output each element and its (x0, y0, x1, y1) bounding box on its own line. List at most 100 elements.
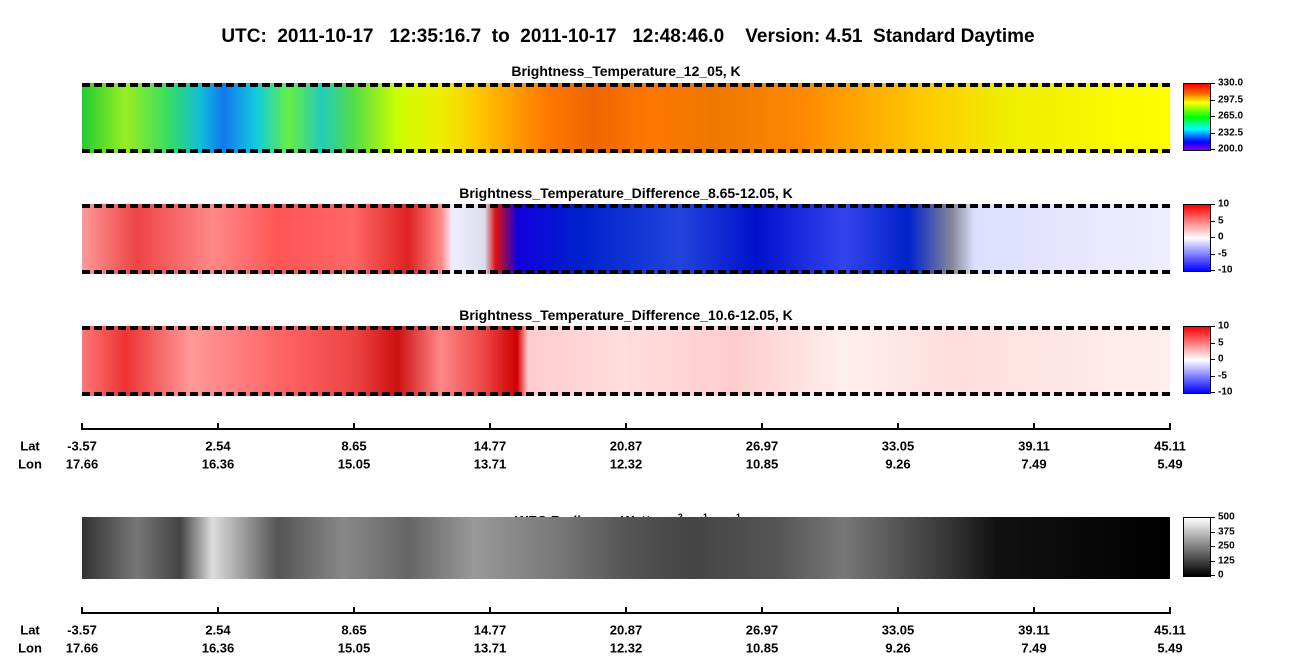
panel-title: Brightness_Temperature_Difference_8.65-1… (459, 185, 793, 201)
axis-tick (897, 423, 899, 430)
brightness-temperature-image (82, 83, 1170, 153)
lat-value: 8.65 (341, 622, 367, 638)
lon-value: 16.36 (201, 640, 235, 656)
lat-value: 2.54 (205, 438, 231, 454)
colorbar (1183, 204, 1211, 272)
lat-value: 39.11 (1018, 622, 1050, 638)
lon-value: 13.71 (473, 456, 507, 472)
lat-value: 14.77 (473, 622, 507, 638)
colorbar-label: 0 (1218, 231, 1224, 243)
lon-value: 9.26 (885, 456, 911, 472)
colorbar-tick (1210, 375, 1215, 377)
axis-tick (761, 423, 763, 430)
panel-title: Brightness_Temperature_Difference_10.6-1… (459, 307, 793, 323)
colorbar-label: 375 (1218, 526, 1235, 537)
lon-value: 12.32 (609, 640, 643, 656)
colorbar-tick (1210, 392, 1215, 393)
axis-tick (489, 607, 491, 614)
lat-value: 26.97 (745, 438, 779, 454)
colorbar-tick (1210, 270, 1215, 271)
axis-tick (81, 607, 83, 614)
colorbar-label: -10 (1218, 264, 1233, 276)
colorbar (1183, 83, 1211, 151)
axis-tick (1169, 607, 1171, 614)
colorbar-label: 232.5 (1218, 127, 1244, 138)
lon-value: 15.05 (337, 456, 371, 472)
colorbar-tick (1210, 517, 1215, 518)
colorbar-label: 125 (1218, 555, 1235, 566)
lat-value: -3.57 (67, 438, 97, 454)
colorbar-tick (1210, 204, 1215, 205)
colorbar-label: 265.0 (1218, 110, 1244, 122)
lat-value: 26.97 (745, 622, 779, 638)
colorbar-tick (1210, 326, 1215, 327)
axis-tick (353, 423, 355, 430)
colorbar-label: -5 (1218, 370, 1227, 381)
axis-tick (625, 423, 627, 430)
colorbar-label: 0 (1218, 569, 1224, 581)
lat-value: 8.65 (341, 438, 367, 454)
lat-value: 14.77 (473, 438, 507, 454)
panel-title: Brightness_Temperature_12_05, K (511, 63, 741, 79)
wfc-radiance-image (82, 517, 1170, 579)
axis-tick (217, 607, 219, 614)
colorbar-tick (1210, 253, 1215, 255)
lon-value: 17.66 (65, 456, 99, 472)
lon-value: 7.49 (1021, 456, 1047, 472)
colorbar-label: 0 (1218, 353, 1224, 365)
colorbar-tick (1210, 237, 1215, 238)
colorbar-tick (1210, 546, 1215, 547)
page-title: UTC: 2011-10-17 12:35:16.7 to 2011-10-17… (221, 26, 1035, 47)
colorbar-tick (1210, 116, 1215, 117)
colorbar-tick (1210, 359, 1215, 360)
axis-tick (761, 607, 763, 614)
lat-value: 45.11 (1154, 622, 1186, 638)
axis-tick (1169, 423, 1171, 430)
colorbar-tick (1210, 342, 1215, 344)
lat-label: Lat (20, 438, 40, 454)
colorbar (1183, 326, 1211, 394)
axis-tick (353, 607, 355, 614)
colorbar-label: 10 (1218, 198, 1230, 210)
lon-value: 5.49 (1157, 640, 1183, 656)
lon-value: 17.66 (65, 640, 99, 656)
colorbar-tick (1210, 132, 1215, 134)
lat-value: 20.87 (609, 438, 643, 454)
colorbar-tick (1210, 99, 1215, 101)
btd-10-6-image (82, 326, 1170, 396)
axis-tick (897, 607, 899, 614)
colorbar-tick (1210, 560, 1215, 562)
colorbar (1183, 517, 1211, 577)
colorbar-label: 250 (1218, 540, 1235, 552)
lon-value: 13.71 (473, 640, 507, 656)
colorbar-label: 500 (1218, 511, 1235, 523)
lon-value: 10.85 (745, 640, 779, 656)
lat-value: 45.11 (1154, 438, 1186, 454)
lon-value: 9.26 (885, 640, 911, 656)
lon-value: 5.49 (1157, 456, 1183, 472)
colorbar-tick (1210, 83, 1215, 84)
axis-tick (217, 423, 219, 430)
colorbar-tick (1210, 220, 1215, 222)
lat-label: Lat (20, 622, 40, 638)
axis-tick (625, 607, 627, 614)
btd-8-65-image (82, 204, 1170, 274)
axis-tick (81, 423, 83, 430)
colorbar-tick (1210, 531, 1215, 533)
lat-value: 2.54 (205, 622, 231, 638)
lat-value: 20.87 (609, 622, 643, 638)
lon-value: 10.85 (745, 456, 779, 472)
colorbar-label: 297.5 (1218, 94, 1244, 105)
colorbar-label: 330.0 (1218, 77, 1244, 89)
lon-value: 15.05 (337, 640, 371, 656)
colorbar-label: 5 (1218, 337, 1224, 348)
lon-value: 16.36 (201, 456, 235, 472)
lon-label: Lon (18, 456, 42, 472)
axis-tick (489, 423, 491, 430)
lon-value: 12.32 (609, 456, 643, 472)
axis-tick (1033, 423, 1035, 430)
lon-label: Lon (18, 640, 42, 656)
lat-value: -3.57 (67, 622, 97, 638)
colorbar-label: -10 (1218, 386, 1233, 398)
